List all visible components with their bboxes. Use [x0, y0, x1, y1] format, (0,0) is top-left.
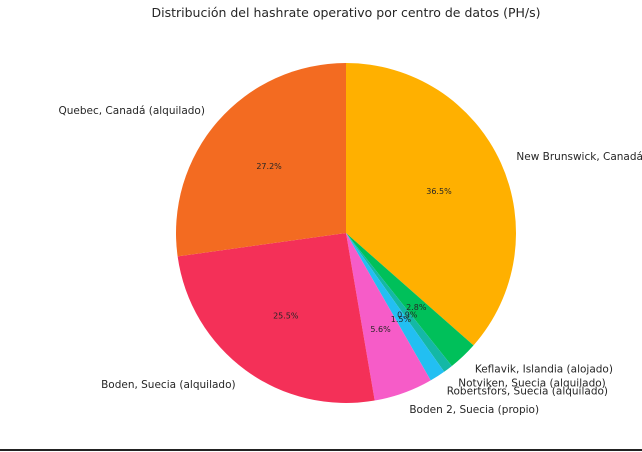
pie-slice	[346, 233, 431, 401]
slice-percent-label: 5.6%	[370, 325, 391, 334]
slice-category-label: Robertsfors, Suecia (alquilado)	[447, 386, 608, 398]
slice-percent-label: 2.8%	[406, 303, 427, 312]
pie-slice	[346, 233, 452, 372]
slice-category-label: New Brunswick, Canadá (propio)	[516, 151, 642, 163]
slice-percent-label: 0.9%	[397, 311, 418, 320]
slice-percent-label: 1.5%	[391, 315, 412, 324]
slice-category-label: Quebec, Canadá (alquilado)	[58, 105, 204, 117]
slice-percent-label: 36.5%	[426, 187, 452, 196]
slice-category-label: Boden 2, Suecia (propio)	[409, 404, 539, 416]
pie-slice	[346, 63, 517, 346]
bottom-divider	[0, 449, 642, 451]
slice-percent-label: 25.5%	[273, 311, 299, 320]
pie-slice	[346, 233, 474, 367]
chart-title: Distribución del hashrate operativo por …	[152, 5, 541, 20]
slice-category-label: Keflavik, Islandia (alojado)	[475, 364, 613, 376]
pie-slice	[177, 233, 375, 403]
pie-slices	[176, 63, 517, 403]
pie-slice	[176, 63, 346, 257]
slice-category-label: Notviken, Suecia (alquilado)	[458, 378, 605, 390]
pie-slice	[346, 233, 445, 381]
pie-labels: 36.5% New Brunswick, Canadá (propio) 2.8% K…	[58, 105, 642, 416]
slice-percent-label: 27.2%	[256, 162, 282, 171]
slice-category-label: Boden, Suecia (alquilado)	[101, 379, 236, 391]
